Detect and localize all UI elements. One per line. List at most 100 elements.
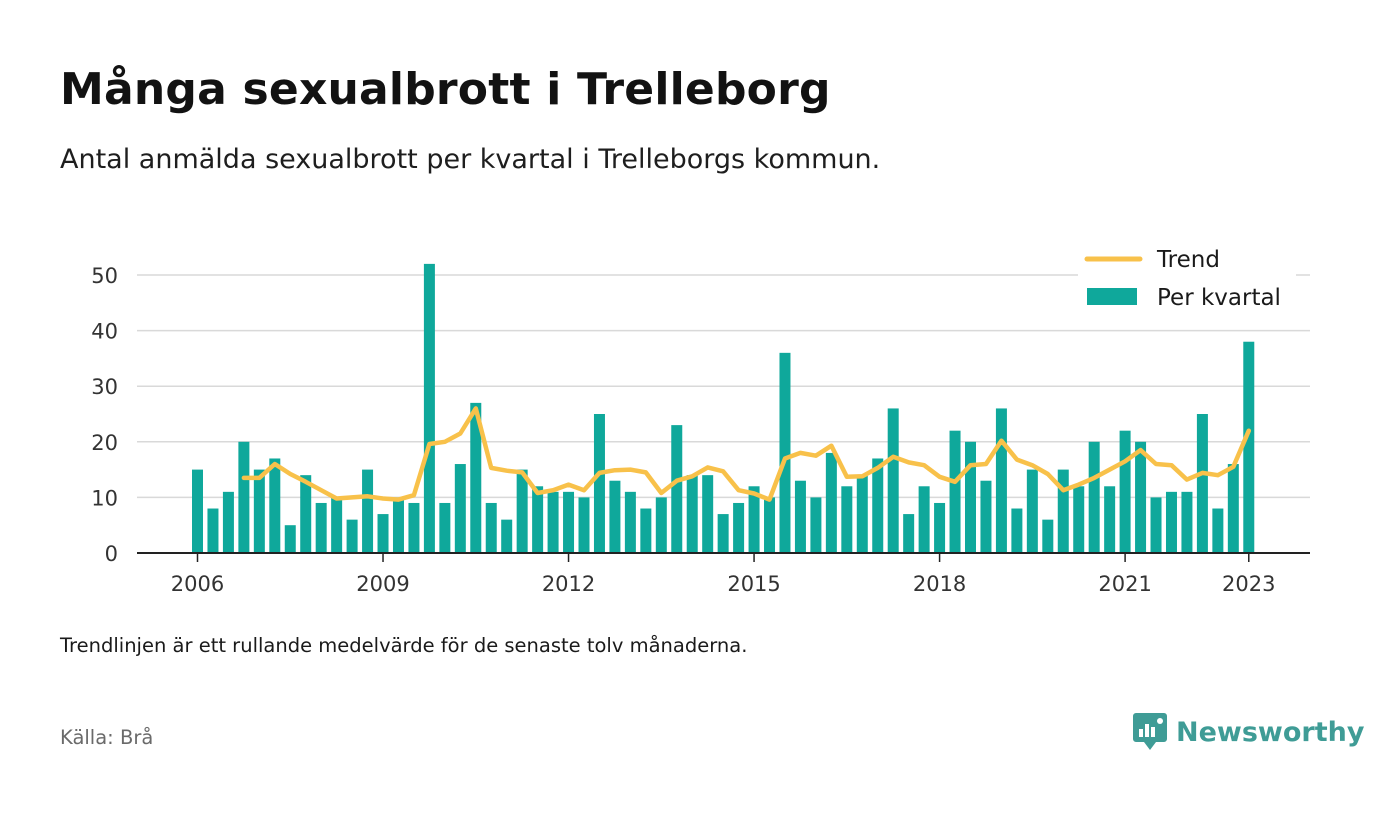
- bar: [547, 491, 559, 553]
- trend-line: [241, 406, 1252, 502]
- bar: [810, 497, 822, 553]
- source-credit: Källa: Brå: [60, 726, 154, 749]
- bar: [346, 519, 358, 553]
- x-tick-label: 2009: [356, 572, 409, 596]
- bar: [284, 525, 296, 553]
- bar: [841, 486, 853, 553]
- bar: [671, 425, 683, 553]
- legend-bar-swatch: [1087, 288, 1137, 305]
- bar: [253, 469, 265, 553]
- bar: [1212, 508, 1224, 553]
- bar: [362, 469, 374, 553]
- bar: [516, 469, 528, 553]
- chart-title: Många sexualbrott i Trelleborg: [60, 64, 831, 115]
- y-axis-ticks: 0 10 20 30 40 50: [91, 264, 118, 566]
- trend-series: [241, 406, 1252, 502]
- bar: [238, 441, 250, 553]
- bar: [1135, 441, 1147, 553]
- bar: [593, 414, 605, 553]
- bar: [1196, 414, 1208, 553]
- bar: [995, 408, 1007, 553]
- x-tick-label: 2015: [727, 572, 780, 596]
- x-tick-label: 2006: [171, 572, 224, 596]
- bar: [980, 480, 992, 553]
- bar-series: [192, 263, 1255, 553]
- bar: [764, 497, 776, 553]
- bar: [949, 430, 961, 553]
- bar: [1073, 486, 1085, 553]
- bar: [1119, 430, 1131, 553]
- legend-background: [1078, 240, 1296, 322]
- bar: [192, 469, 203, 553]
- bar: [408, 502, 420, 553]
- bar: [702, 475, 714, 553]
- x-axis: 2006 2009 2012 2015 2018 2021 2023: [137, 552, 1310, 596]
- legend-trend-label: Trend: [1156, 247, 1220, 273]
- bar: [872, 458, 884, 553]
- bar: [532, 486, 544, 553]
- bar: [501, 519, 513, 553]
- bar: [300, 475, 312, 553]
- bar: [748, 486, 760, 553]
- chart-area: 0 10 20 30 40 50 2006 2009 2012 2015 2018 2021 2023…: [91, 240, 1310, 596]
- bar: [1088, 441, 1100, 553]
- bar: [624, 491, 636, 553]
- footnote: Trendlinjen är ett rullande medelvärde f…: [60, 634, 748, 657]
- newsworthy-logo-icon: [1133, 713, 1167, 750]
- bar: [470, 402, 482, 553]
- bar: [1150, 497, 1162, 553]
- bar: [640, 508, 652, 553]
- chart-subtitle: Antal anmälda sexualbrott per kvartal i …: [60, 144, 881, 175]
- bar: [825, 452, 837, 553]
- y-tick-label: 20: [91, 431, 118, 455]
- bar: [733, 502, 745, 553]
- bar: [315, 502, 327, 553]
- bar: [485, 502, 497, 553]
- brand-name: Newsworthy: [1176, 716, 1365, 748]
- y-tick-label: 40: [91, 320, 118, 344]
- bar: [717, 514, 729, 553]
- bar: [439, 502, 451, 553]
- bar: [423, 263, 435, 553]
- y-tick-label: 10: [91, 486, 118, 510]
- bar: [965, 441, 976, 553]
- bar: [1104, 486, 1116, 553]
- y-tick-label: 0: [105, 542, 118, 566]
- legend-bar-label: Per kvartal: [1157, 285, 1281, 311]
- bar: [377, 514, 389, 553]
- bar: [903, 514, 915, 553]
- bar: [222, 491, 234, 553]
- x-tick-label: 2018: [913, 572, 966, 596]
- bar: [1011, 508, 1023, 553]
- x-tick-label: 2023: [1222, 572, 1275, 596]
- bar: [1042, 519, 1054, 553]
- x-tick-label: 2021: [1098, 572, 1151, 596]
- bar: [1165, 491, 1177, 553]
- bar: [1243, 341, 1255, 553]
- bar: [918, 486, 930, 553]
- brand-logo[interactable]: Newsworthy: [1132, 712, 1364, 752]
- bar: [609, 480, 621, 553]
- bar: [454, 464, 466, 553]
- bar: [779, 352, 791, 553]
- bar: [856, 475, 868, 553]
- bar: [887, 408, 899, 553]
- y-tick-label: 30: [91, 375, 118, 399]
- bar: [269, 458, 281, 553]
- bar: [686, 475, 698, 553]
- y-tick-label: 50: [91, 264, 118, 288]
- bar: [331, 497, 343, 553]
- x-tick-label: 2012: [542, 572, 595, 596]
- bar: [934, 502, 946, 553]
- bar: [207, 508, 219, 553]
- bar: [578, 497, 590, 553]
- bar: [392, 497, 404, 553]
- bar: [1026, 469, 1038, 553]
- bar: [655, 497, 667, 553]
- bar: [794, 480, 806, 553]
- bar: [1227, 464, 1239, 553]
- bar: [1181, 491, 1193, 553]
- legend: Trend Per kvartal: [1078, 240, 1296, 322]
- bar: [563, 491, 575, 553]
- bar: [1057, 469, 1069, 553]
